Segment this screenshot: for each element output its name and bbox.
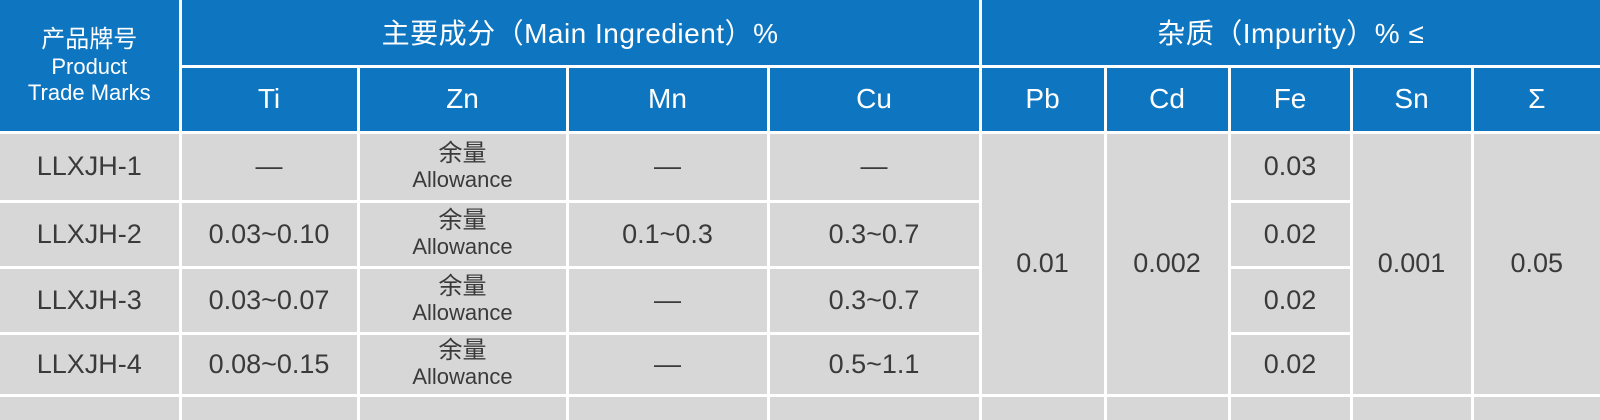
- partial-row-cell: [0, 393, 182, 420]
- zn-allowance-en: Allowance: [412, 166, 513, 192]
- cell-fe: 0.02: [1227, 265, 1353, 335]
- partial-row-cell: [356, 393, 569, 420]
- table-row-llxjh-4: LLXJH-4 0.08~0.15 余量 Allowance — 0.5~1.1…: [0, 331, 1600, 397]
- col-header-cd: Cd: [1103, 64, 1231, 134]
- partial-row-cell: [1227, 393, 1353, 420]
- corner-header-zh: 产品牌号: [41, 25, 138, 53]
- cell-pb-merged: 0.01: [978, 130, 1107, 397]
- zn-allowance-en: Allowance: [412, 300, 513, 326]
- cell-ti: 0.03~0.07: [178, 265, 360, 335]
- cell-zn: 余量 Allowance: [356, 199, 569, 269]
- cell-cd-merged: 0.002: [1103, 130, 1231, 397]
- cell-mn: —: [565, 130, 770, 203]
- corner-header-en-line1: Product: [51, 53, 128, 79]
- partial-row-cell: [565, 393, 770, 420]
- col-header-mn: Mn: [565, 64, 770, 134]
- corner-header-en-line2: Trade Marks: [27, 79, 151, 105]
- group-header-main-ingredient: 主要成分（Main Ingredient）%: [178, 0, 982, 68]
- group-header-impurity: 杂质（Impurity）% ≤: [978, 0, 1600, 68]
- cell-fe: 0.02: [1227, 199, 1353, 269]
- zn-allowance-zh: 余量: [438, 337, 487, 365]
- cell-cu: 0.3~0.7: [766, 199, 982, 269]
- cell-zn: 余量 Allowance: [356, 130, 569, 203]
- cell-mn: —: [565, 331, 770, 397]
- col-header-zn: Zn: [356, 64, 569, 134]
- table-row-llxjh-3: LLXJH-3 0.03~0.07 余量 Allowance — 0.3~0.7…: [0, 265, 1600, 335]
- zn-allowance-en: Allowance: [412, 364, 513, 390]
- col-header-sigma: Σ: [1470, 64, 1600, 134]
- col-header-pb: Pb: [978, 64, 1107, 134]
- cell-mark: LLXJH-4: [0, 331, 182, 397]
- col-header-sn: Sn: [1349, 64, 1474, 134]
- cell-cu: 0.3~0.7: [766, 265, 982, 335]
- corner-header-product-trade-marks: 产品牌号 Product Trade Marks: [0, 0, 182, 134]
- zn-allowance-zh: 余量: [438, 273, 487, 301]
- partial-row-cell: [766, 393, 982, 420]
- partial-row-cell: [1470, 393, 1600, 420]
- cell-ti: —: [178, 130, 360, 203]
- table-row-partial: [0, 393, 1600, 420]
- partial-row-cell: [978, 393, 1107, 420]
- cell-mn: 0.1~0.3: [565, 199, 770, 269]
- table-row-llxjh-1: LLXJH-1 — 余量 Allowance — — 0.01 0.002 0.…: [0, 130, 1600, 397]
- cell-cu: —: [766, 130, 982, 203]
- partial-row-cell: [178, 393, 360, 420]
- cell-mark: LLXJH-3: [0, 265, 182, 335]
- cell-fe: 0.02: [1227, 331, 1353, 397]
- cell-sn-merged: 0.001: [1349, 130, 1474, 397]
- col-header-cu: Cu: [766, 64, 982, 134]
- zn-allowance-zh: 余量: [438, 139, 487, 167]
- cell-zn: 余量 Allowance: [356, 331, 569, 397]
- cell-ti: 0.03~0.10: [178, 199, 360, 269]
- col-header-ti: Ti: [178, 64, 360, 134]
- col-header-fe: Fe: [1227, 64, 1353, 134]
- cell-sigma-merged: 0.05: [1470, 130, 1600, 397]
- zn-allowance-en: Allowance: [412, 234, 513, 260]
- table-row-llxjh-2: LLXJH-2 0.03~0.10 余量 Allowance 0.1~0.3 0…: [0, 199, 1600, 269]
- cell-ti: 0.08~0.15: [178, 331, 360, 397]
- cell-mn: —: [565, 265, 770, 335]
- zn-allowance-zh: 余量: [438, 207, 487, 235]
- cell-cu: 0.5~1.1: [766, 331, 982, 397]
- cell-mark: LLXJH-2: [0, 199, 182, 269]
- cell-fe: 0.03: [1227, 130, 1353, 203]
- cell-mark: LLXJH-1: [0, 130, 182, 203]
- partial-row-cell: [1103, 393, 1231, 420]
- partial-row-cell: [1349, 393, 1474, 420]
- cell-zn: 余量 Allowance: [356, 265, 569, 335]
